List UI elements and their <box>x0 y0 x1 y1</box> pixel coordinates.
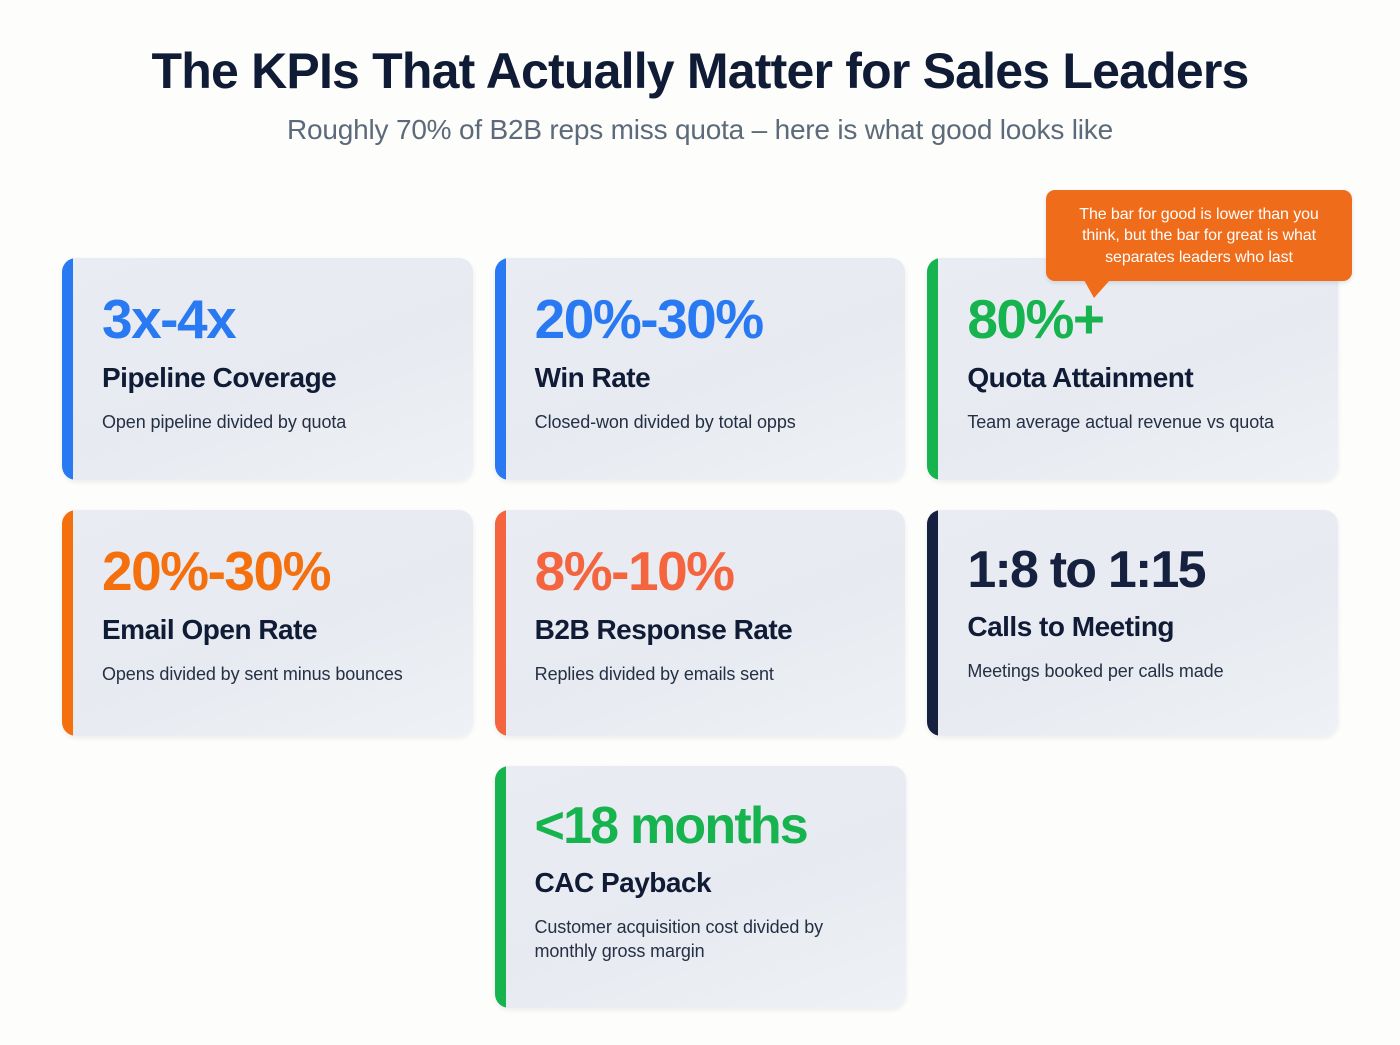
kpi-label: Win Rate <box>534 362 651 393</box>
kpi-label: Quota Attainment <box>967 362 1194 393</box>
accent-bar <box>62 258 73 480</box>
kpi-value: 80%+ <box>967 288 1105 350</box>
kpi-value: 8%-10% <box>534 540 735 602</box>
kpi-row-1: 3x-4x Pipeline Coverage Open pipeline di… <box>62 258 1339 480</box>
kpi-value: 20%-30% <box>534 288 764 350</box>
kpi-value: <18 months <box>534 797 809 855</box>
kpi-label: B2B Response Rate <box>534 614 793 645</box>
accent-bar <box>62 510 73 736</box>
kpi-card-grid: 3x-4x Pipeline Coverage Open pipeline di… <box>62 258 1339 1008</box>
page-subtitle: Roughly 70% of B2B reps miss quota – her… <box>287 114 1113 145</box>
kpi-card-win-rate[interactable]: 20%-30% Win Rate Closed-won divided by t… <box>494 258 906 480</box>
kpi-value: 1:8 to 1:15 <box>967 541 1206 599</box>
insight-callout-tooltip: The bar for good is lower than you think… <box>1046 190 1352 298</box>
kpi-value: 20%-30% <box>102 540 331 602</box>
accent-bar <box>927 510 939 736</box>
kpi-card-b2b-response-rate[interactable]: 8%-10% B2B Response Rate Replies divided… <box>494 510 906 736</box>
kpi-row-2: 20%-30% Email Open Rate Opens divided by… <box>62 510 1339 736</box>
kpi-value: 3x-4x <box>102 288 237 350</box>
kpi-label: Pipeline Coverage <box>102 362 337 393</box>
kpi-card-quota-attainment[interactable]: 80%+ Quota Attainment Team average actua… <box>927 258 1339 480</box>
kpi-label: Calls to Meeting <box>967 611 1175 642</box>
kpi-description: Closed-won divided by total opps <box>534 411 796 432</box>
page-header: The KPIs That Actually Matter for Sales … <box>0 0 1400 147</box>
accent-bar <box>494 258 506 480</box>
callout-tail-icon <box>1084 279 1110 298</box>
kpi-row-3: <18 months CAC Payback Customer acquisit… <box>62 766 1338 1008</box>
kpi-card-calls-to-meeting[interactable]: 1:8 to 1:15 Calls to Meeting Meetings bo… <box>927 510 1339 736</box>
page-title: The KPIs That Actually Matter for Sales … <box>151 43 1250 99</box>
kpi-description: Open pipeline divided by quota <box>102 411 347 432</box>
insight-callout-text: The bar for good is lower than you think… <box>1079 206 1319 266</box>
kpi-description: Replies divided by emails sent <box>534 663 774 684</box>
accent-bar <box>494 510 506 736</box>
kpi-card-pipeline-coverage[interactable]: 3x-4x Pipeline Coverage Open pipeline di… <box>62 258 473 480</box>
kpi-description: Meetings booked per calls made <box>967 660 1224 681</box>
kpi-card-cac-payback[interactable]: <18 months CAC Payback Customer acquisit… <box>494 766 906 1008</box>
kpi-card-email-open-rate[interactable]: 20%-30% Email Open Rate Opens divided by… <box>62 510 473 736</box>
accent-bar <box>494 766 506 1008</box>
kpi-description: Customer acquisition cost divided by mon… <box>534 916 824 961</box>
kpi-description: Opens divided by sent minus bounces <box>102 663 403 684</box>
kpi-label: CAC Payback <box>534 867 712 898</box>
kpi-label: Email Open Rate <box>102 614 318 645</box>
accent-bar <box>927 258 939 480</box>
kpi-description: Team average actual revenue vs quota <box>967 411 1274 432</box>
